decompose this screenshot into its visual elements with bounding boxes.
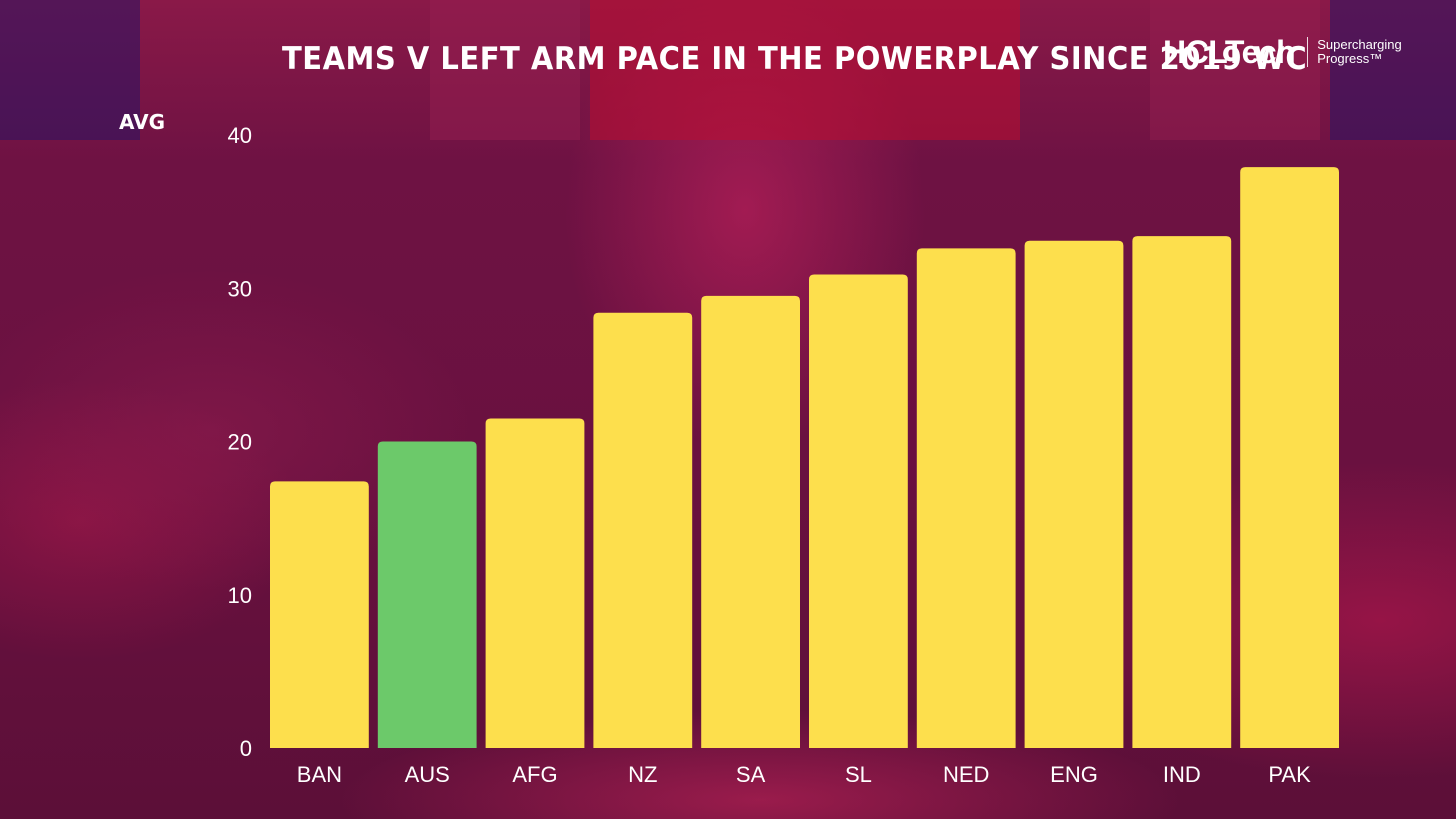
- bar-sl: [809, 274, 908, 748]
- x-tick-label-nz: NZ: [628, 762, 657, 787]
- y-axis-ticks: 0 10 20 30 40: [228, 123, 252, 761]
- background-banner-center: [590, 0, 1020, 140]
- bar-aus: [377, 441, 477, 748]
- bar-sa: [701, 295, 800, 748]
- hcltech-logo: HCLTech Supercharging Progress™: [1163, 30, 1427, 74]
- bars: [270, 167, 1339, 748]
- chart-title: TEAMS V LEFT ARM PACE IN THE POWERPLAY S…: [282, 40, 1308, 77]
- x-tick-label-aus: AUS: [405, 762, 450, 787]
- bar-pak: [1240, 167, 1339, 748]
- x-tick-label-eng: ENG: [1050, 762, 1098, 787]
- x-tick-label-ned: NED: [943, 762, 989, 787]
- x-tick-label-pak: PAK: [1268, 762, 1311, 787]
- y-tick-label-0: 0: [240, 736, 252, 761]
- logo-wordmark: HCLTech: [1163, 33, 1296, 70]
- y-tick-label-30: 30: [228, 276, 252, 301]
- y-tick-label-20: 20: [228, 430, 252, 455]
- y-axis-label: AVG: [119, 110, 166, 134]
- x-axis-labels: BAN AUS AFG NZ SA SL NED ENG IND PAK: [297, 762, 1311, 787]
- background-banner-left-2: [430, 0, 580, 140]
- x-tick-label-ban: BAN: [297, 762, 342, 787]
- background-banner-right-2: [1330, 0, 1456, 140]
- x-tick-label-sa: SA: [736, 762, 766, 787]
- bar-nz: [593, 312, 693, 748]
- logo-tagline: Supercharging Progress™: [1317, 37, 1402, 66]
- y-tick-label-40: 40: [228, 123, 252, 148]
- x-tick-label-ind: IND: [1163, 762, 1201, 787]
- background-banner-right: [1150, 0, 1320, 140]
- x-tick-label-afg: AFG: [512, 762, 557, 787]
- y-tick-label-10: 10: [228, 583, 252, 608]
- background-banner-left: [0, 0, 140, 140]
- bar-ind: [1132, 236, 1232, 748]
- bar-afg: [485, 418, 585, 748]
- bar-ned: [916, 248, 1016, 748]
- x-tick-label-sl: SL: [845, 762, 872, 787]
- bar-eng: [1024, 240, 1124, 748]
- bar-ban: [270, 481, 369, 748]
- logo-divider: [1307, 37, 1309, 67]
